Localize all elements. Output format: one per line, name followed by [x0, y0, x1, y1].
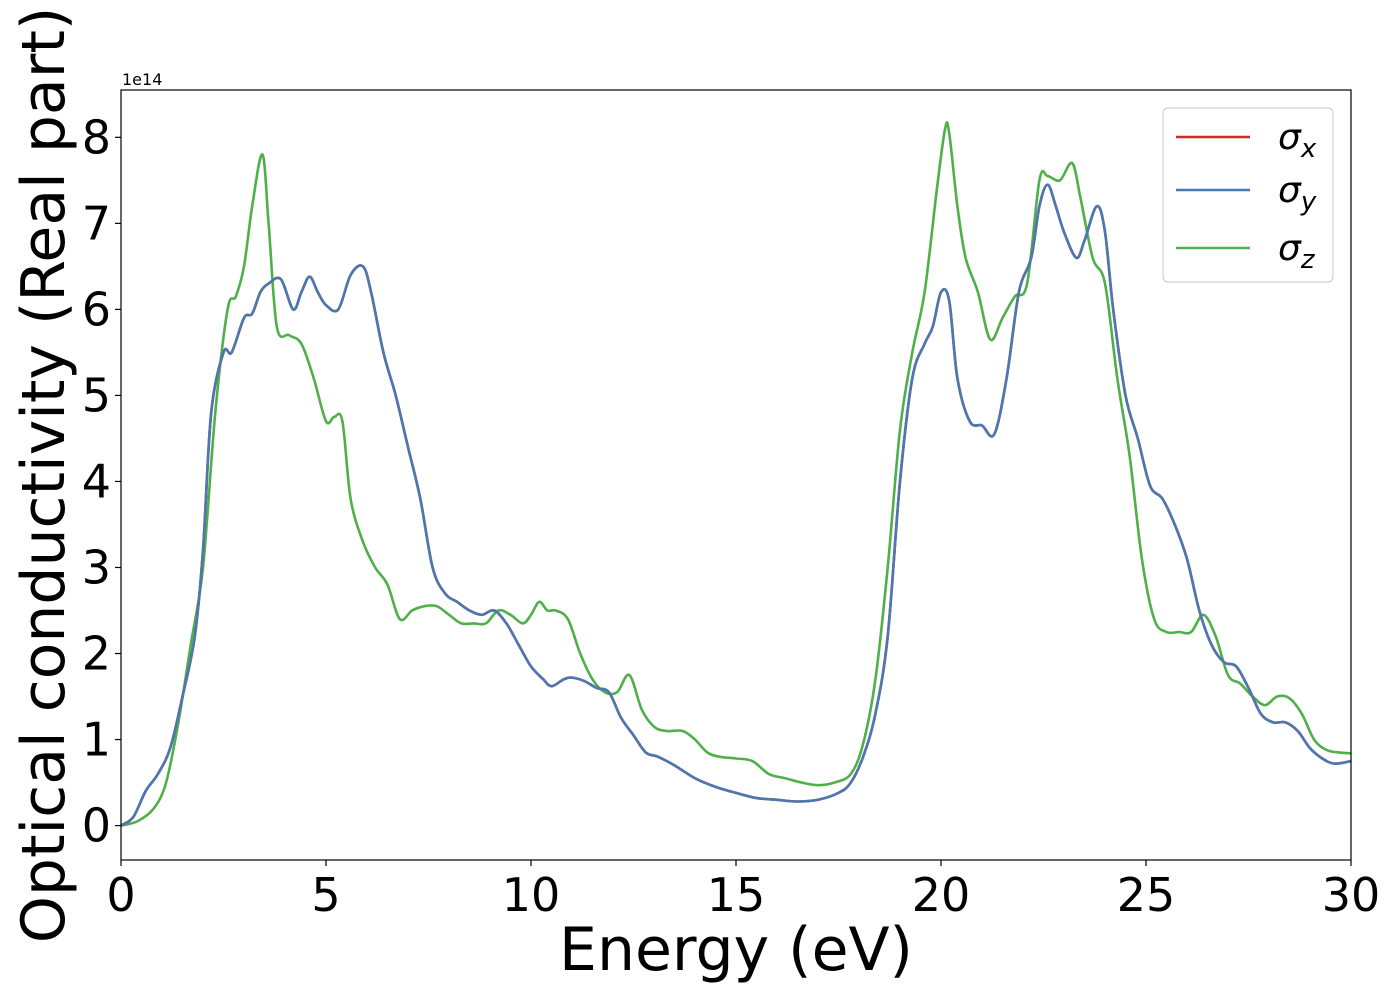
- x-tick-label: 0: [106, 868, 135, 922]
- y-tick-label: 2: [82, 627, 111, 681]
- x-tick-label: 15: [707, 868, 766, 922]
- y-tick-label: 7: [82, 196, 111, 250]
- y-tick-label: 8: [82, 110, 111, 164]
- legend-frame: [1162, 107, 1334, 283]
- x-tick-label: 30: [1322, 868, 1381, 922]
- y-tick-label: 1: [82, 713, 111, 767]
- y-tick-label: 3: [82, 540, 111, 594]
- x-tick-label: 20: [912, 868, 971, 922]
- x-tick-label: 10: [502, 868, 561, 922]
- y-axis: 0 1 2 3 4 5 6 7 8: [82, 110, 121, 853]
- y-tick-label: 0: [82, 799, 111, 853]
- series-layer: [120, 121, 1352, 827]
- x-tick-label: 5: [311, 868, 340, 922]
- y-axis-title: Optical conductivity (Real part): [9, 7, 79, 944]
- y-tick-label: 6: [82, 282, 111, 336]
- y-offset-label: 1e14: [122, 70, 162, 89]
- x-tick-label: 25: [1117, 868, 1176, 922]
- x-axis: 0 5 10 15 20 25 30: [106, 860, 1380, 922]
- x-axis-title: Energy (eV): [559, 915, 913, 985]
- series-line-y: [120, 183, 1352, 827]
- y-tick-label: 5: [82, 368, 111, 422]
- y-tick-label: 4: [82, 454, 111, 508]
- series-line-z: [120, 121, 1352, 827]
